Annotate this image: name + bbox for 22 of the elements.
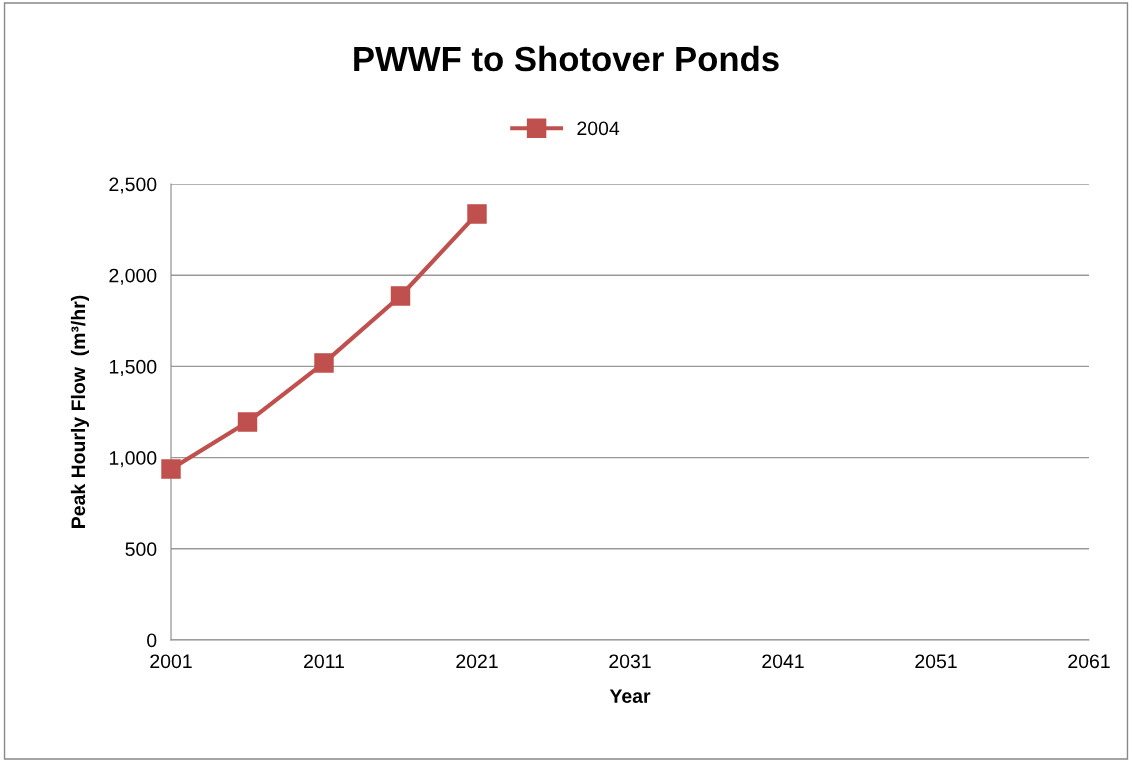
point: [467, 204, 487, 224]
x-tick-label: 2021: [456, 654, 498, 669]
point: [314, 353, 334, 373]
point: [237, 412, 258, 432]
x-axis-title: Year: [609, 689, 651, 703]
y-tick-label: 500: [125, 542, 157, 557]
x-tick-label: 2011: [304, 654, 344, 669]
legend-label: 2004: [577, 121, 620, 136]
y-tick-label: 2,500: [109, 177, 157, 194]
x-tick-label: 2051: [915, 654, 957, 669]
x-tick-label: 2061: [1068, 654, 1110, 669]
x-tick-label: 2031: [609, 654, 651, 669]
y-tick-label: 1,000: [109, 451, 157, 468]
chart-title: PWWF to Shotover Ponds: [354, 45, 779, 72]
y-axis-title: Peak Hourly Flow (m³/hr): [70, 295, 90, 528]
point: [161, 459, 181, 479]
x-tick-label: 2001: [150, 654, 192, 669]
y-tick-label: 2,000: [109, 268, 157, 285]
point: [390, 286, 411, 306]
x-tick-label: 2041: [762, 654, 804, 669]
y-tick-label: 0: [147, 633, 157, 648]
y-tick-label: 1,500: [109, 359, 157, 376]
